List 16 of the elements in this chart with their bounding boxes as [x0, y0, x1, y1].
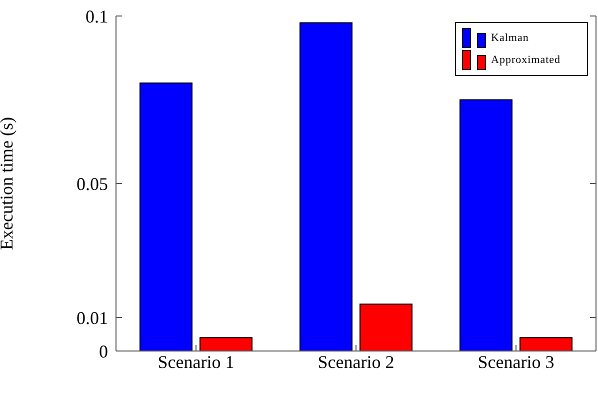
x-tick-label: Scenario 2 — [318, 352, 394, 372]
y-axis-title: Execution time (s) — [0, 117, 16, 250]
x-tick-label: Scenario 3 — [478, 352, 554, 372]
x-tick-label: Scenario 1 — [158, 352, 234, 372]
bar — [460, 99, 512, 351]
y-tick-label: 0.05 — [76, 174, 108, 194]
bar — [520, 337, 572, 351]
bar — [140, 82, 192, 351]
y-tick-label: 0 — [99, 341, 108, 362]
y-tick-label: 0.01 — [76, 308, 108, 328]
bar — [300, 22, 352, 351]
bar — [200, 337, 252, 351]
legend-label: Approximated — [491, 54, 562, 66]
bar — [360, 304, 412, 351]
legend-label: Kalman — [491, 32, 530, 44]
y-tick-label: 0.1 — [86, 6, 108, 26]
